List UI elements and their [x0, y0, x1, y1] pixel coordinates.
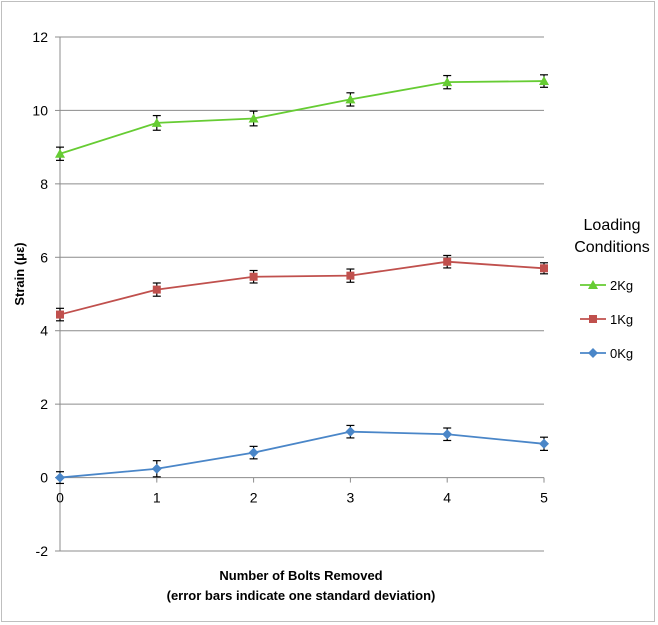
x-tick-label: 0: [56, 490, 64, 506]
y-tick-label: 0: [40, 470, 48, 486]
y-tick-label: 6: [40, 249, 48, 265]
data-point-0Kg: [345, 426, 356, 437]
y-tick-label: 4: [40, 323, 48, 339]
legend-item-1Kg: 1Kg: [580, 312, 633, 327]
series-line-2Kg: [59, 80, 545, 155]
legend-title-line-1: Loading: [584, 217, 641, 234]
data-point-0Kg: [248, 447, 259, 458]
y-tick-label: -2: [36, 543, 49, 559]
legend-label: 2Kg: [610, 278, 633, 293]
x-tick-label: 5: [540, 490, 548, 506]
series-line-1Kg: [59, 260, 545, 316]
data-point-1Kg: [249, 272, 258, 281]
data-point-1Kg: [152, 285, 161, 294]
x-tick-label: 4: [443, 490, 451, 506]
data-point-2Kg: [539, 76, 549, 86]
data-point-2Kg: [248, 113, 259, 123]
axes: [55, 36, 545, 552]
x-axis-title: Number of Bolts Removed: [219, 568, 382, 583]
series-group: [55, 74, 549, 485]
data-point-2Kg: [442, 77, 453, 87]
data-point-1Kg: [56, 310, 64, 319]
x-tick-label: 2: [250, 490, 258, 506]
x-axis-note: (error bars indicate one standard deviat…: [167, 588, 436, 603]
gridlines: [60, 36, 544, 552]
legend-label: 1Kg: [610, 312, 633, 327]
legend-marker-0Kg: [588, 348, 598, 358]
legend-marker-2Kg: [588, 280, 598, 289]
y-tick-label: 12: [32, 29, 48, 45]
data-point-0Kg: [151, 463, 162, 474]
x-tick-label: 3: [347, 490, 355, 506]
data-point-1Kg: [346, 271, 355, 280]
legend-label: 0Kg: [610, 346, 633, 361]
data-point-0Kg: [539, 438, 549, 449]
data-point-0Kg: [442, 429, 453, 440]
legend-title-line-2: Conditions: [574, 239, 650, 256]
y-axis-title: Strain (με): [12, 242, 27, 305]
data-point-1Kg: [540, 264, 548, 273]
legend-marker-1Kg: [589, 315, 597, 323]
data-point-2Kg: [151, 117, 162, 127]
legend-item-2Kg: 2Kg: [580, 278, 633, 293]
legend-item-0Kg: 0Kg: [580, 346, 633, 361]
y-tick-label: 8: [40, 176, 48, 192]
series-0Kg: [55, 424, 549, 485]
y-tick-label: 2: [40, 396, 48, 412]
legend: Loading Conditions 2Kg 1Kg 0Kg: [574, 217, 650, 361]
x-tick-label: 1: [153, 490, 161, 506]
data-point-1Kg: [443, 257, 452, 266]
series-line-0Kg: [59, 430, 545, 479]
series-2Kg: [55, 74, 549, 161]
series-1Kg: [56, 254, 548, 322]
data-point-0Kg: [55, 472, 65, 483]
data-point-2Kg: [55, 148, 65, 158]
y-tick-label: 10: [32, 102, 48, 118]
data-point-2Kg: [345, 94, 356, 104]
